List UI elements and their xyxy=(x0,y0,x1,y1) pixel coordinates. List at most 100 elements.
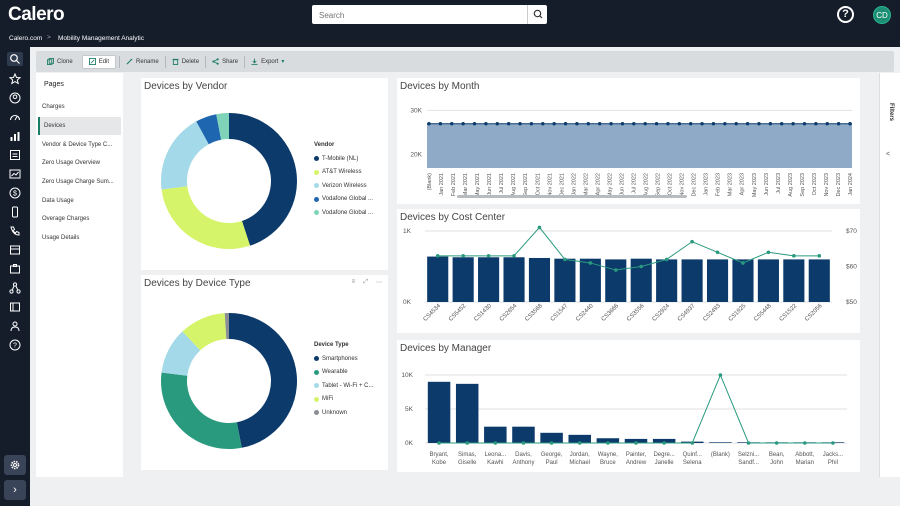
data-point[interactable] xyxy=(825,122,829,126)
data-point[interactable] xyxy=(521,441,526,445)
data-point[interactable] xyxy=(780,122,784,126)
data-point[interactable] xyxy=(597,122,602,126)
vendor-slice[interactable] xyxy=(161,186,251,249)
data-point[interactable] xyxy=(461,254,465,258)
page-item-overage-charges[interactable]: Overage Charges xyxy=(42,216,90,222)
edit-button[interactable]: Edit xyxy=(81,54,117,69)
bar[interactable] xyxy=(512,426,535,443)
bar[interactable] xyxy=(732,259,754,302)
data-point[interactable] xyxy=(632,122,636,126)
rename-button[interactable]: Rename xyxy=(120,55,165,69)
device-type-slice[interactable] xyxy=(224,313,229,340)
vendor-legend-item[interactable]: Vodafone Global ... xyxy=(314,193,373,207)
bar[interactable] xyxy=(757,259,779,302)
vendor-legend-item[interactable]: AT&T Wireless xyxy=(314,166,373,180)
vendor-slice[interactable] xyxy=(196,114,222,145)
data-point[interactable] xyxy=(493,441,498,445)
data-point[interactable] xyxy=(563,122,568,126)
device-type-legend-item[interactable]: Unknown xyxy=(314,406,374,420)
data-point[interactable] xyxy=(427,122,431,126)
data-point[interactable] xyxy=(741,261,745,265)
clone-button[interactable]: Clone xyxy=(41,55,79,69)
bar[interactable] xyxy=(596,438,620,443)
collapse-arrow-icon[interactable]: < xyxy=(886,151,891,158)
data-point[interactable] xyxy=(563,257,567,262)
data-point[interactable] xyxy=(774,441,779,445)
bar[interactable] xyxy=(554,258,576,302)
data-point[interactable] xyxy=(768,122,773,126)
data-point[interactable] xyxy=(518,122,522,126)
data-point[interactable] xyxy=(541,122,545,126)
data-point[interactable] xyxy=(472,122,477,126)
data-point[interactable] xyxy=(690,239,694,244)
data-point[interactable] xyxy=(734,122,738,126)
report-icon[interactable] xyxy=(7,148,23,162)
bar[interactable] xyxy=(706,259,729,302)
filter-icon[interactable]: ≡ xyxy=(351,279,356,285)
data-point[interactable] xyxy=(814,122,818,126)
document-icon[interactable] xyxy=(7,300,23,314)
page-item-devices[interactable]: Devices xyxy=(38,117,121,135)
data-point[interactable] xyxy=(803,441,807,445)
data-point[interactable] xyxy=(757,122,761,126)
vendor-legend-item[interactable]: T-Mobile (NL) xyxy=(314,152,373,166)
device-type-slice[interactable] xyxy=(161,372,242,449)
delete-button[interactable]: Delete xyxy=(166,55,205,69)
data-point[interactable] xyxy=(745,122,750,126)
data-point[interactable] xyxy=(802,122,807,126)
data-point[interactable] xyxy=(848,122,852,126)
data-point[interactable] xyxy=(437,441,441,445)
vendor-legend-item[interactable]: Verizon Wireless xyxy=(314,179,373,193)
bar[interactable] xyxy=(455,383,479,443)
vendor-legend-item[interactable]: Vodafone Global ... xyxy=(314,206,373,220)
data-point[interactable] xyxy=(537,225,542,230)
data-point[interactable] xyxy=(677,122,682,126)
filters-panel[interactable]: < Filters xyxy=(879,73,900,477)
device-type-slice[interactable] xyxy=(182,313,227,351)
device-type-slice[interactable] xyxy=(229,313,297,448)
data-point[interactable] xyxy=(643,122,647,126)
dashboard-icon[interactable] xyxy=(7,110,23,124)
bar[interactable] xyxy=(540,432,563,443)
data-point[interactable] xyxy=(715,250,720,255)
phone-icon[interactable] xyxy=(7,224,23,238)
data-point[interactable] xyxy=(700,122,704,126)
bar[interactable] xyxy=(709,442,732,443)
page-item-data-usage[interactable]: Data Usage xyxy=(42,198,74,204)
vendor-slice[interactable] xyxy=(216,113,229,140)
breadcrumb-root[interactable]: Calero.com xyxy=(9,35,43,42)
bar[interactable] xyxy=(808,259,830,302)
money-icon[interactable] xyxy=(7,167,23,181)
bar[interactable] xyxy=(605,259,627,302)
bar[interactable] xyxy=(452,257,474,302)
data-point[interactable] xyxy=(792,254,796,258)
bar[interactable] xyxy=(528,257,551,302)
inventory-icon[interactable] xyxy=(7,243,23,257)
data-point[interactable] xyxy=(662,441,666,445)
help-icon[interactable]: ? xyxy=(7,338,23,352)
data-point[interactable] xyxy=(575,122,579,126)
device-type-legend-item[interactable]: Smartphones xyxy=(314,352,374,366)
avatar[interactable]: CD xyxy=(873,6,891,24)
data-point[interactable] xyxy=(486,254,491,258)
bar[interactable] xyxy=(783,259,805,302)
data-point[interactable] xyxy=(495,122,499,126)
device-type-legend-item[interactable]: MiFi xyxy=(314,393,374,407)
settings-button[interactable] xyxy=(4,455,26,475)
data-point[interactable] xyxy=(718,373,723,377)
search-icon[interactable] xyxy=(7,52,23,66)
data-point[interactable] xyxy=(791,122,795,126)
data-point[interactable] xyxy=(438,122,443,126)
user-icon[interactable] xyxy=(7,91,23,105)
data-point[interactable] xyxy=(506,122,511,126)
page-item-zero-usage-charge-summary[interactable]: Zero Usage Charge Sum... xyxy=(42,179,114,185)
bar[interactable] xyxy=(681,259,703,302)
expand-nav-button[interactable]: › xyxy=(4,480,26,500)
data-point[interactable] xyxy=(634,441,638,445)
data-point[interactable] xyxy=(461,122,465,126)
bar[interactable] xyxy=(624,438,648,443)
data-point[interactable] xyxy=(620,122,625,126)
horizontal-scrollbar[interactable] xyxy=(457,195,687,198)
data-point[interactable] xyxy=(613,268,618,272)
network-icon[interactable] xyxy=(7,281,23,295)
